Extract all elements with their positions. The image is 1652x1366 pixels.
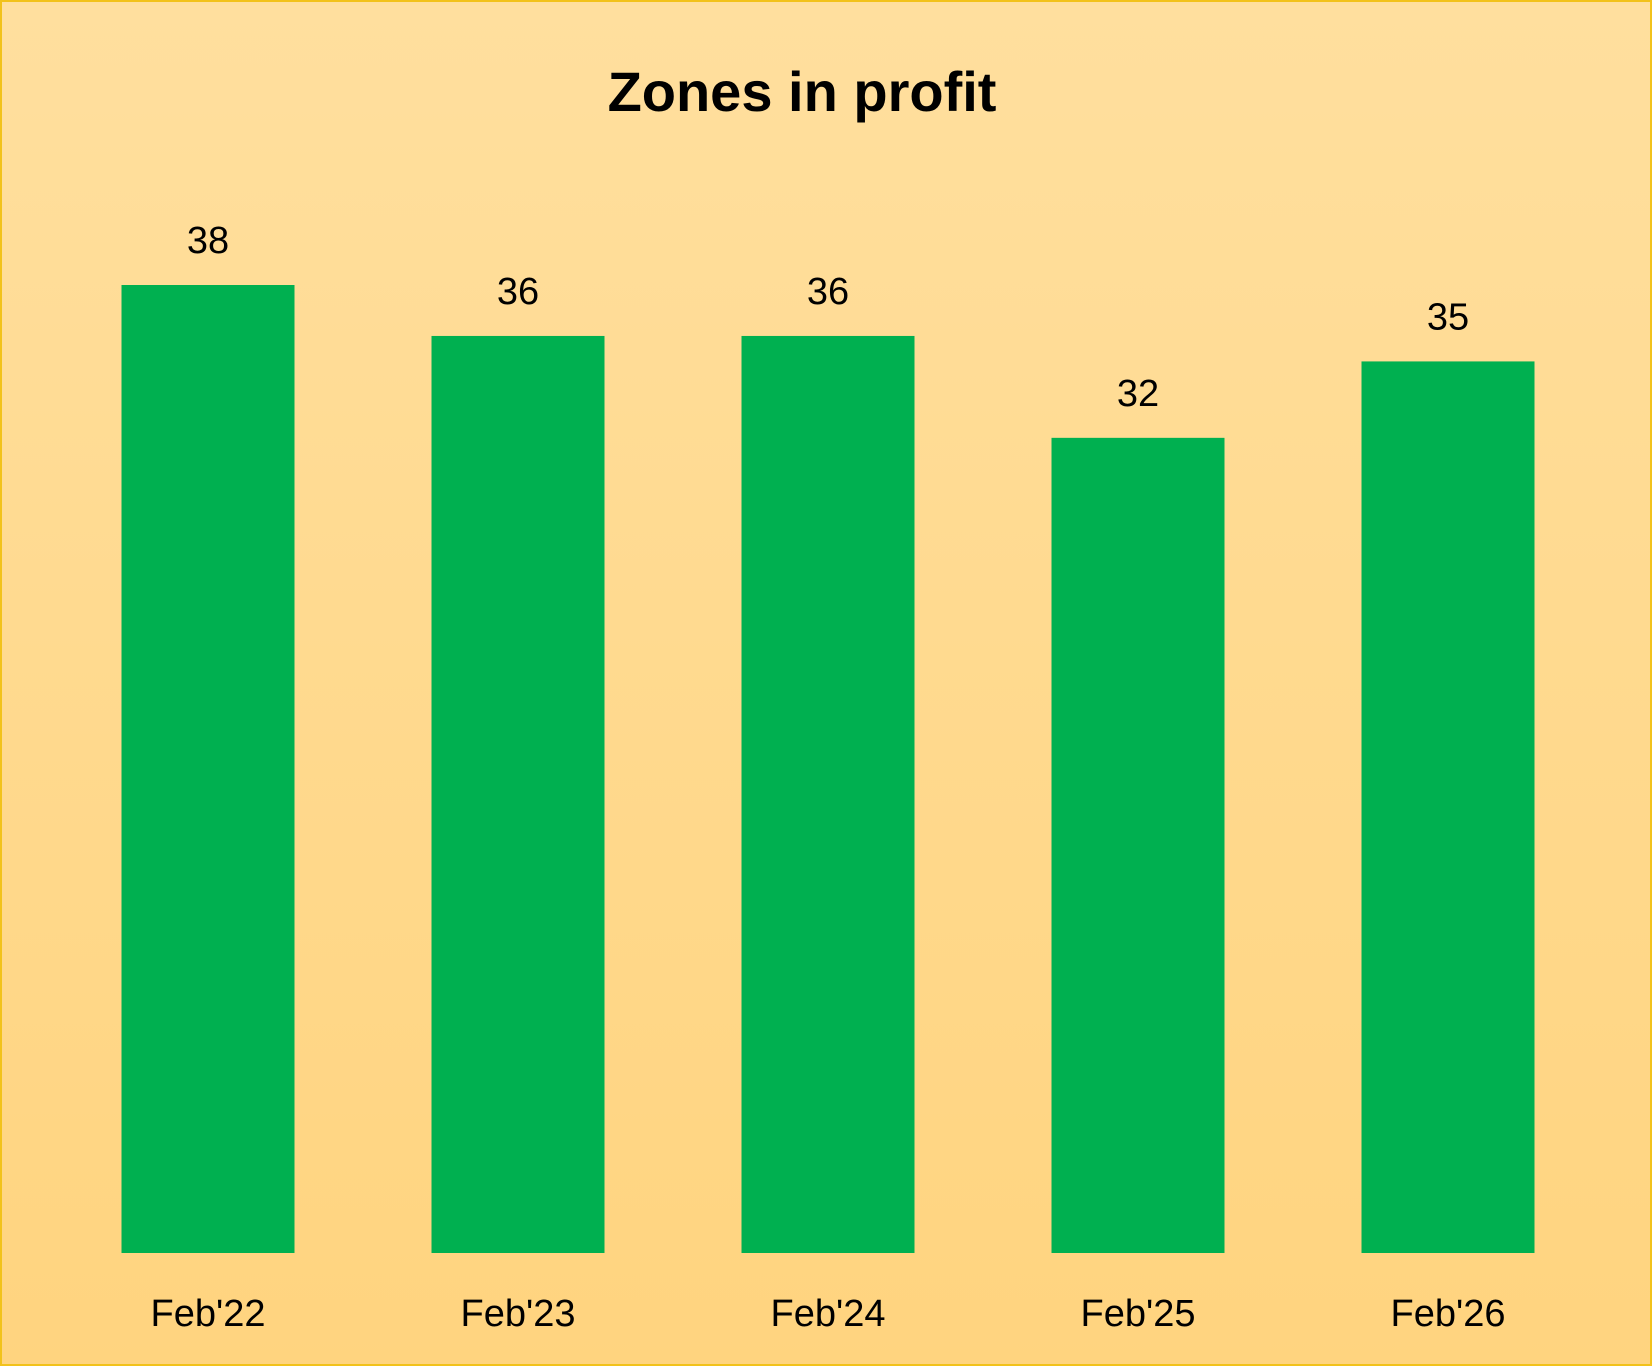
bar-1 [121,285,295,1253]
data-label-5: 35 [1427,296,1469,338]
data-label-2: 36 [497,271,539,313]
category-label-5: Feb'26 [1390,1293,1505,1335]
bar-2 [431,335,605,1253]
category-label-2: Feb'23 [460,1293,575,1335]
chart-title: Zones in profit [607,60,997,123]
category-label-1: Feb'22 [150,1293,265,1335]
data-label-3: 36 [807,271,849,313]
bar-4 [1051,437,1225,1253]
category-label-3: Feb'24 [770,1293,885,1335]
bar-5 [1361,361,1535,1254]
bar-3 [741,335,915,1253]
data-label-1: 38 [187,220,229,262]
category-label-4: Feb'25 [1080,1293,1195,1335]
data-label-4: 32 [1117,373,1159,415]
